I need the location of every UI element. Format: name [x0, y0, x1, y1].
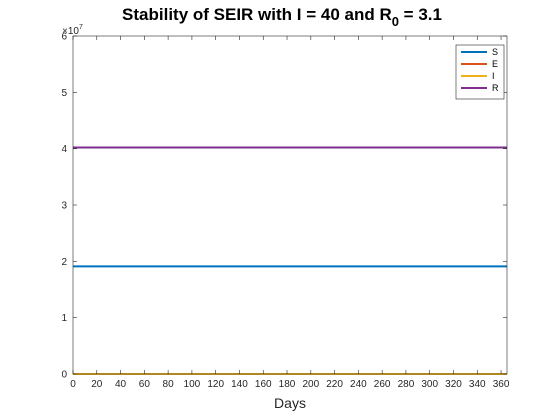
x-tick-label: 100 [184, 379, 201, 390]
x-tick-label: 320 [445, 379, 462, 390]
x-tick-label: 220 [326, 379, 343, 390]
legend: SEIR [455, 44, 505, 100]
chart-title: Stability of SEIR with I = 40 and R0 = 3… [122, 5, 442, 29]
legend-label-e: E [492, 59, 498, 69]
y-tick-label: 0 [61, 370, 67, 381]
chart-title-suffix: = 3.1 [399, 5, 442, 24]
x-tick-label: 0 [70, 379, 76, 390]
chart-title-subscript: 0 [392, 14, 399, 29]
y-tick-label: 6 [61, 32, 67, 43]
x-tick-label: 280 [398, 379, 415, 390]
x-tick-label: 340 [469, 379, 486, 390]
legend-label-r: R [492, 83, 499, 93]
y-tick-label: 2 [61, 257, 67, 268]
legend-label-s: S [492, 47, 498, 57]
y-tick-label: 1 [61, 313, 67, 324]
y-scale-exponent: 7 [79, 24, 83, 31]
x-tick-label: 40 [115, 379, 127, 390]
y-scale-base: ×10 [62, 26, 79, 37]
legend-box [455, 44, 505, 100]
x-tick-label: 120 [207, 379, 224, 390]
tick-layer: 0 20 40 60 80 100 120 140 160 180 200 220 240 260 280 3… [61, 32, 509, 391]
x-tick-label: 200 [302, 379, 319, 390]
x-tick-label: 80 [163, 379, 175, 390]
plot-area [73, 36, 507, 374]
y-scale-factor: ×107 [62, 24, 83, 37]
legend-label-i: I [492, 71, 495, 81]
y-tick-label: 4 [61, 144, 67, 155]
x-tick-label: 260 [374, 379, 391, 390]
x-tick-label: 180 [279, 379, 296, 390]
y-tick-label: 5 [61, 88, 67, 99]
x-tick-label: 300 [421, 379, 438, 390]
y-tick-label: 3 [61, 201, 67, 212]
chart-title-main: Stability of SEIR with I = 40 and R [122, 5, 392, 24]
x-tick-label: 140 [231, 379, 248, 390]
x-tick-label: 160 [255, 379, 272, 390]
x-tick-label: 240 [350, 379, 367, 390]
x-tick-label: 360 [493, 379, 510, 390]
x-tick-label: 60 [139, 379, 151, 390]
x-tick-label: 20 [91, 379, 103, 390]
x-axis-label: Days [274, 395, 306, 411]
